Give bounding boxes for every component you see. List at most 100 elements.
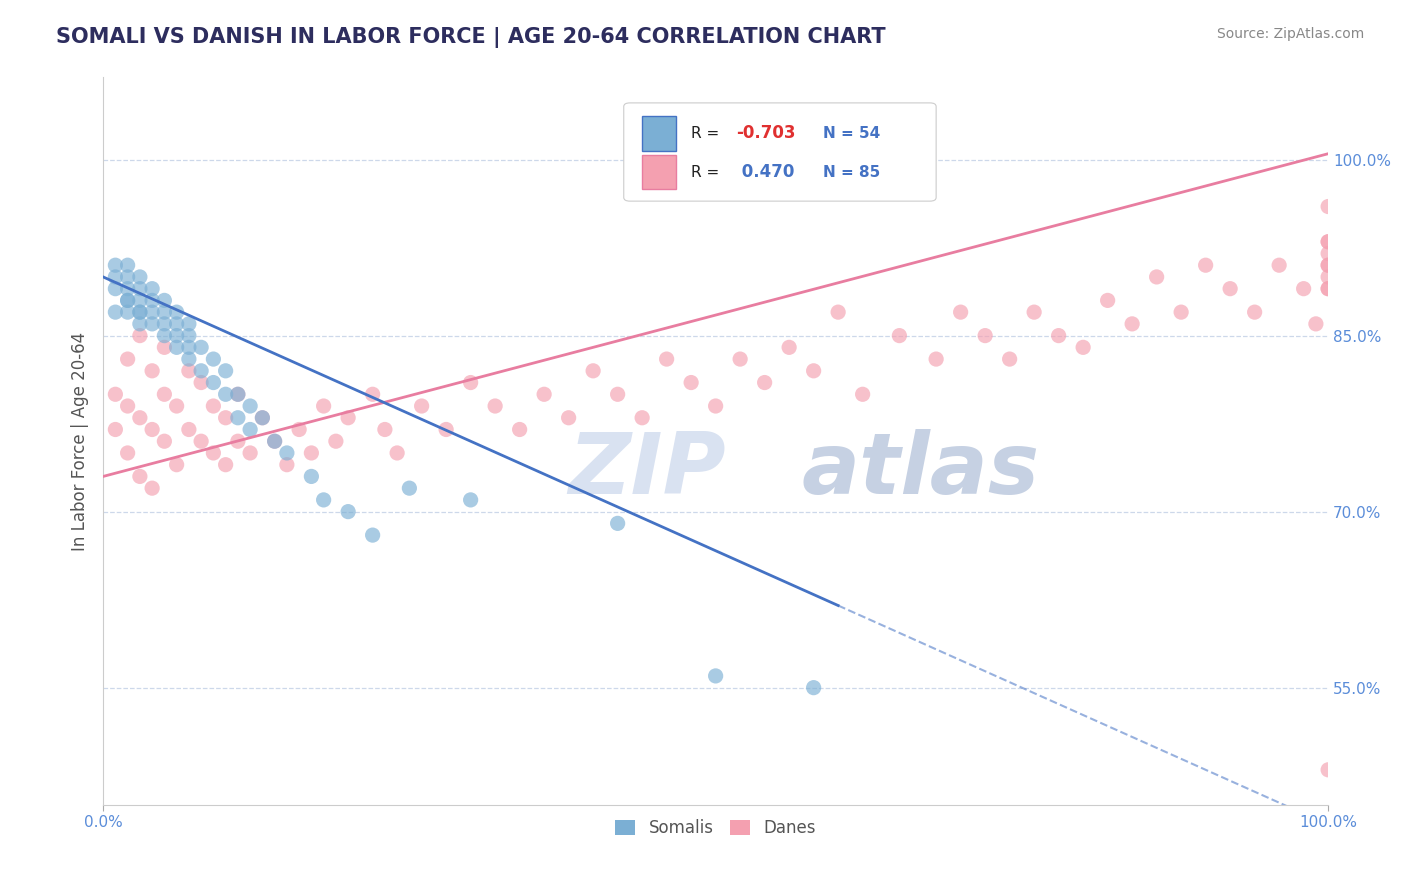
Point — [509, 422, 531, 436]
Point — [299, 469, 322, 483]
Point — [288, 422, 311, 436]
Point — [484, 399, 506, 413]
Point — [312, 399, 335, 413]
Point — [117, 282, 139, 296]
Point — [1097, 293, 1119, 308]
Point — [117, 258, 139, 272]
Point — [398, 481, 420, 495]
Point — [226, 410, 249, 425]
Point — [226, 434, 249, 449]
Point — [214, 410, 236, 425]
Point — [153, 328, 176, 343]
Text: -0.703: -0.703 — [737, 125, 796, 143]
Point — [312, 492, 335, 507]
Point — [434, 422, 457, 436]
Point — [128, 282, 150, 296]
Point — [557, 410, 579, 425]
Point — [214, 458, 236, 472]
Legend: Somalis, Danes: Somalis, Danes — [609, 813, 823, 844]
Point — [1268, 258, 1291, 272]
Bar — [643, 116, 676, 151]
Point — [1121, 317, 1143, 331]
Text: N = 85: N = 85 — [824, 164, 880, 179]
Point — [128, 293, 150, 308]
Point — [141, 481, 163, 495]
Point — [655, 352, 678, 367]
Point — [631, 410, 654, 425]
Point — [166, 328, 188, 343]
Point — [166, 458, 188, 472]
Point — [104, 258, 127, 272]
Point — [104, 422, 127, 436]
Y-axis label: In Labor Force | Age 20-64: In Labor Force | Age 20-64 — [72, 332, 89, 550]
Point — [1317, 763, 1340, 777]
Point — [202, 399, 225, 413]
Point — [177, 422, 200, 436]
Point — [177, 317, 200, 331]
Point — [117, 293, 139, 308]
Point — [153, 387, 176, 401]
Point — [166, 305, 188, 319]
Point — [202, 446, 225, 460]
Point — [606, 516, 628, 531]
Point — [128, 305, 150, 319]
Point — [998, 352, 1021, 367]
Text: SOMALI VS DANISH IN LABOR FORCE | AGE 20-64 CORRELATION CHART: SOMALI VS DANISH IN LABOR FORCE | AGE 20… — [56, 27, 886, 48]
Point — [128, 410, 150, 425]
Point — [141, 364, 163, 378]
Point — [1146, 269, 1168, 284]
Point — [1243, 305, 1265, 319]
Point — [177, 328, 200, 343]
Point — [1292, 282, 1315, 296]
Point — [128, 317, 150, 331]
Point — [606, 387, 628, 401]
Point — [276, 458, 298, 472]
Point — [177, 364, 200, 378]
Point — [361, 528, 384, 542]
Point — [803, 364, 825, 378]
Point — [128, 469, 150, 483]
Point — [128, 328, 150, 343]
Point — [1317, 200, 1340, 214]
Point — [190, 364, 212, 378]
Point — [153, 340, 176, 354]
Point — [153, 317, 176, 331]
Point — [1317, 282, 1340, 296]
Text: atlas: atlas — [801, 429, 1039, 512]
Point — [460, 376, 482, 390]
Point — [974, 328, 997, 343]
Point — [226, 387, 249, 401]
Point — [117, 293, 139, 308]
Point — [852, 387, 875, 401]
Point — [202, 376, 225, 390]
Point — [754, 376, 776, 390]
Point — [827, 305, 849, 319]
Point — [263, 434, 285, 449]
Point — [239, 446, 262, 460]
Point — [704, 399, 727, 413]
Point — [1317, 235, 1340, 249]
Point — [128, 305, 150, 319]
Point — [202, 352, 225, 367]
Point — [141, 282, 163, 296]
Point — [385, 446, 408, 460]
Text: R =: R = — [692, 126, 724, 141]
Point — [889, 328, 911, 343]
Point — [104, 305, 127, 319]
Point — [299, 446, 322, 460]
Point — [141, 293, 163, 308]
Point — [1170, 305, 1192, 319]
Text: Source: ZipAtlas.com: Source: ZipAtlas.com — [1216, 27, 1364, 41]
Point — [704, 669, 727, 683]
Point — [153, 305, 176, 319]
Point — [104, 269, 127, 284]
Text: N = 54: N = 54 — [824, 126, 880, 141]
Point — [1317, 258, 1340, 272]
Bar — [643, 154, 676, 189]
Point — [1317, 282, 1340, 296]
Point — [190, 376, 212, 390]
Point — [190, 434, 212, 449]
Point — [239, 399, 262, 413]
Point — [166, 317, 188, 331]
Point — [728, 352, 751, 367]
